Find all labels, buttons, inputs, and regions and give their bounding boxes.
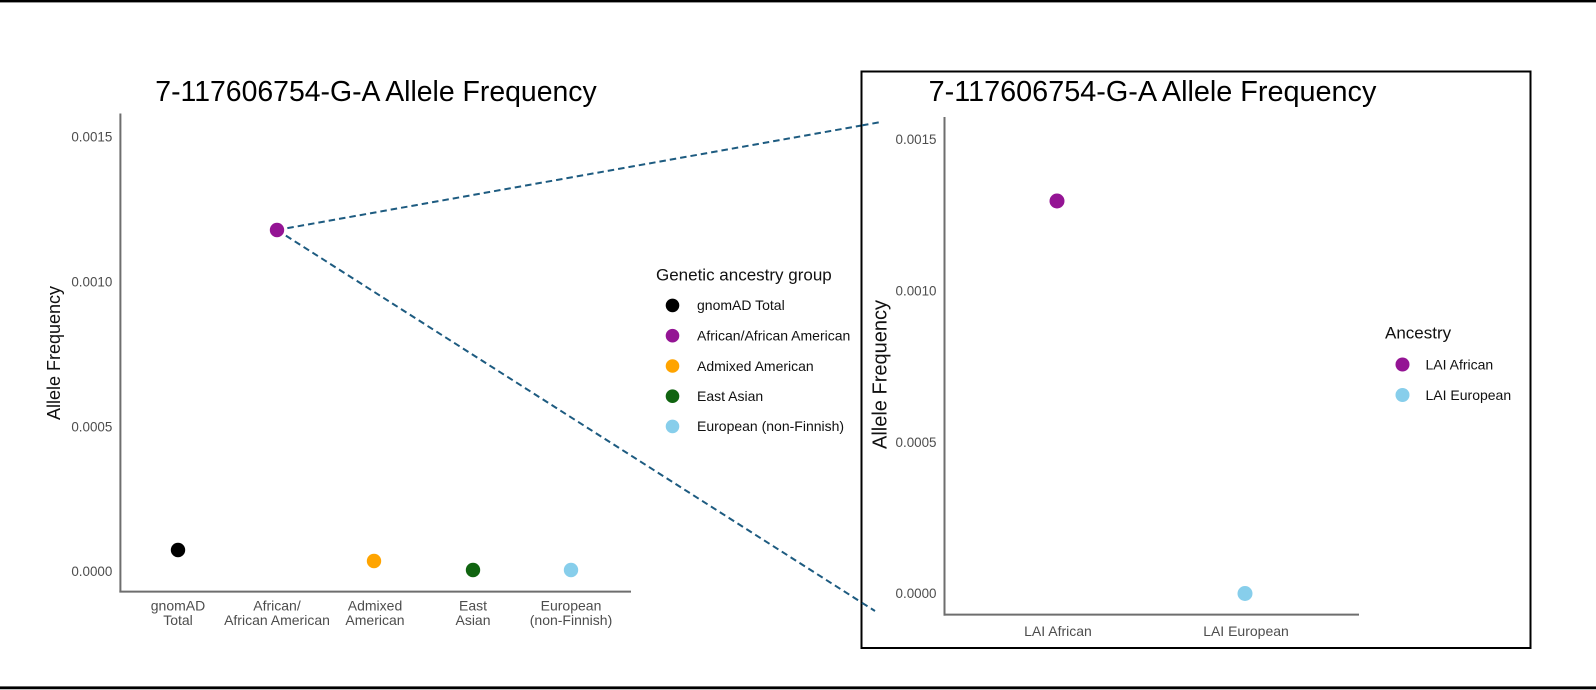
svg-text:LAI European: LAI European — [1426, 387, 1512, 403]
svg-text:East: East — [459, 598, 487, 614]
svg-text:0.0015: 0.0015 — [71, 130, 112, 145]
svg-text:0.0000: 0.0000 — [896, 586, 937, 601]
svg-text:0.0005: 0.0005 — [896, 435, 937, 450]
svg-text:Admixed American: Admixed American — [697, 358, 814, 374]
svg-text:Ancestry: Ancestry — [1385, 324, 1452, 343]
svg-text:Allele Frequency: Allele Frequency — [870, 300, 892, 449]
svg-text:gnomAD: gnomAD — [151, 598, 205, 614]
svg-text:Asian: Asian — [455, 612, 490, 628]
svg-text:Allele Frequency: Allele Frequency — [44, 286, 64, 420]
svg-text:0.0010: 0.0010 — [896, 284, 937, 299]
svg-text:(non-Finnish): (non-Finnish) — [530, 612, 612, 628]
svg-text:European (non-Finnish): European (non-Finnish) — [697, 418, 844, 434]
svg-text:Total: Total — [163, 612, 193, 628]
svg-text:Genetic ancestry group: Genetic ancestry group — [656, 266, 832, 285]
svg-text:African American: African American — [224, 612, 330, 628]
svg-text:LAI African: LAI African — [1024, 623, 1092, 639]
svg-text:European: European — [541, 598, 602, 614]
svg-text:0.0000: 0.0000 — [71, 564, 112, 579]
svg-text:0.0010: 0.0010 — [71, 275, 112, 290]
svg-text:0.0015: 0.0015 — [896, 132, 937, 147]
svg-text:Admixed: Admixed — [348, 598, 402, 614]
svg-text:7-117606754-G-A Allele Frequen: 7-117606754-G-A Allele Frequency — [155, 76, 597, 108]
svg-text:0.0005: 0.0005 — [71, 419, 112, 434]
svg-text:African/African American: African/African American — [697, 328, 850, 344]
svg-text:LAI European: LAI European — [1203, 623, 1289, 639]
svg-text:7-117606754-G-A Allele Frequen: 7-117606754-G-A Allele Frequency — [929, 76, 1377, 108]
svg-text:American: American — [345, 612, 404, 628]
svg-text:East Asian: East Asian — [697, 388, 763, 404]
svg-text:African/: African/ — [253, 598, 301, 614]
svg-text:LAI African: LAI African — [1426, 357, 1494, 373]
svg-text:gnomAD Total: gnomAD Total — [697, 297, 785, 313]
